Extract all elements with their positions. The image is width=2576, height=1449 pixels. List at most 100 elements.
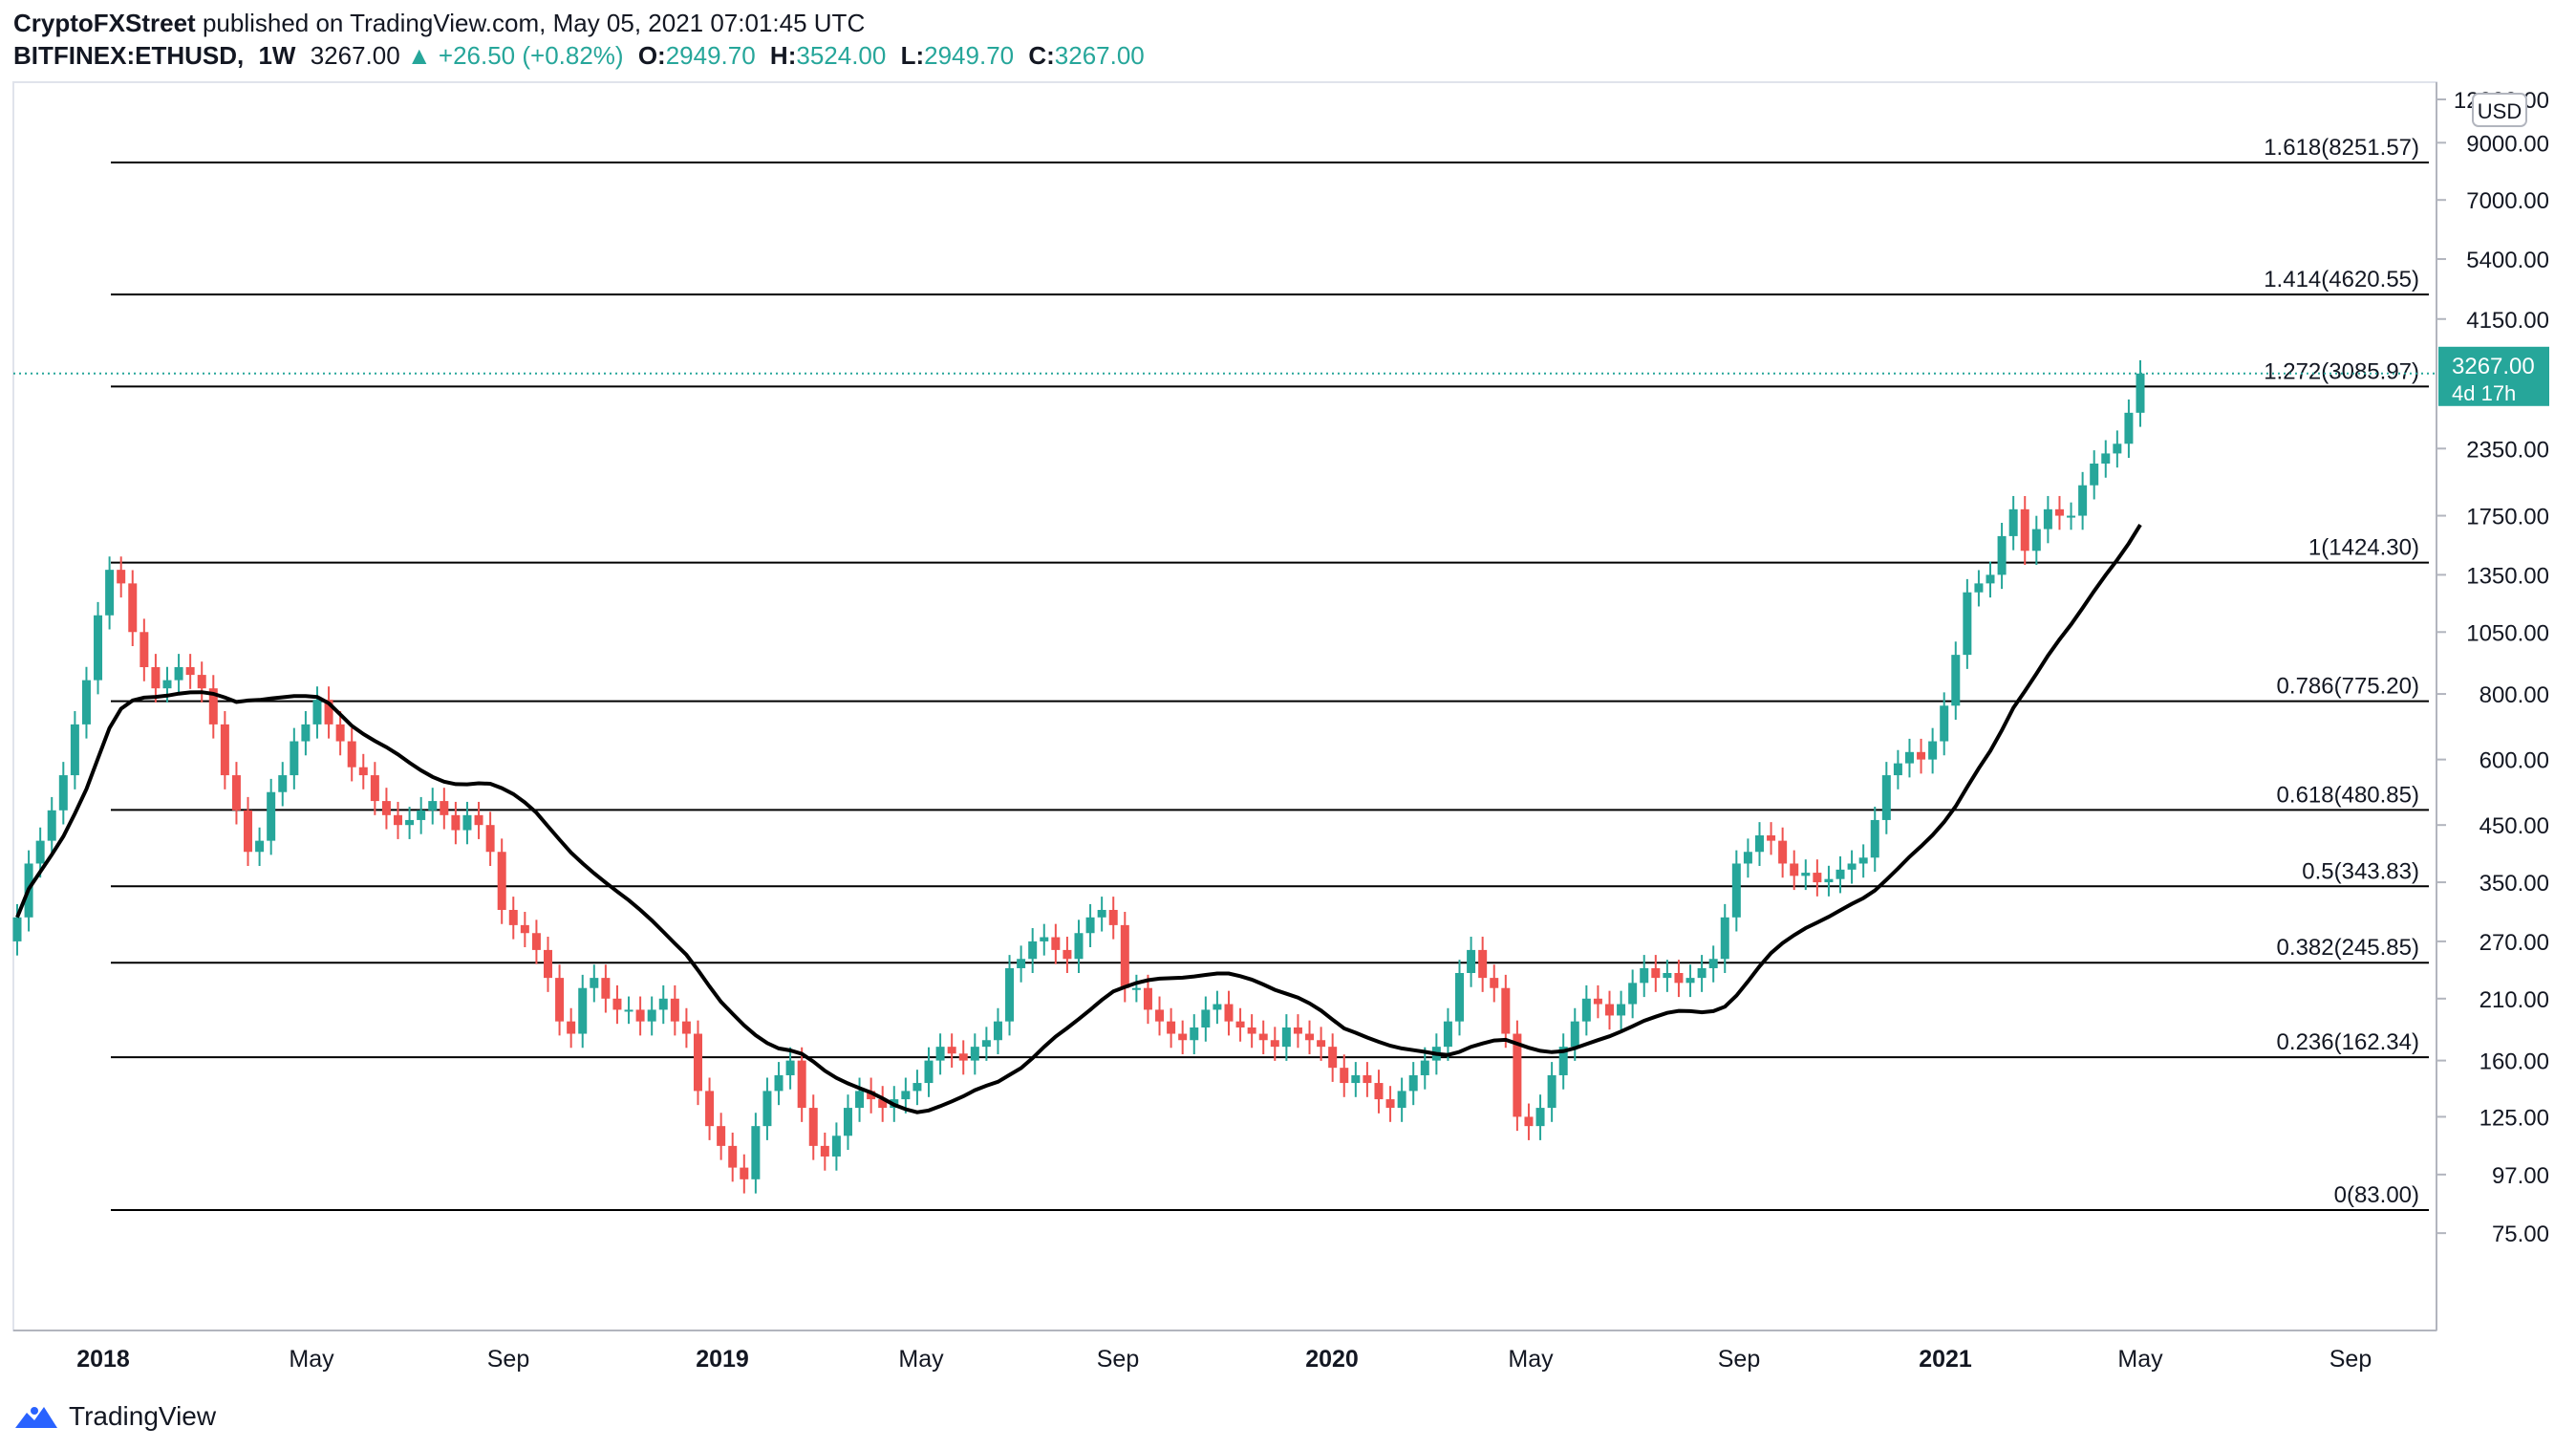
- candle-body: [544, 949, 552, 979]
- candle-body: [2031, 529, 2041, 551]
- candle-body: [1085, 917, 1095, 934]
- price-tick-label: 1350.00: [2466, 563, 2549, 589]
- candle-body: [1305, 1033, 1315, 1041]
- candle-body: [1363, 1074, 1372, 1084]
- publish-info: CryptoFXStreet published on TradingView.…: [13, 6, 865, 40]
- time-tick-label: Sep: [2329, 1346, 2372, 1373]
- candle-body: [681, 1021, 691, 1034]
- candle-body: [1570, 1021, 1579, 1048]
- candle-body: [497, 852, 506, 910]
- candle-body: [1074, 933, 1084, 960]
- tradingview-logo[interactable]: TradingView: [13, 1401, 216, 1432]
- candle-body: [635, 1009, 645, 1022]
- candle-body: [1247, 1027, 1256, 1034]
- candle-body: [1120, 924, 1129, 988]
- fib-label: 1.618(8251.57): [2264, 135, 2419, 161]
- last-price: 3267.00: [310, 41, 400, 70]
- publisher-name[interactable]: CryptoFXStreet: [13, 9, 196, 37]
- candle-body: [1351, 1074, 1361, 1084]
- candle-body: [1513, 1033, 1522, 1117]
- candle-body: [1928, 741, 1938, 760]
- candle-body: [843, 1108, 852, 1136]
- candle-body: [658, 998, 668, 1010]
- time-tick-label: Sep: [487, 1346, 529, 1373]
- candle-body: [417, 810, 426, 820]
- candle-body: [197, 675, 206, 689]
- candle-body: [1201, 1009, 1211, 1028]
- candle-body: [2101, 453, 2111, 465]
- candle-body: [1674, 972, 1684, 984]
- candle-body: [808, 1108, 818, 1146]
- candle-body: [740, 1167, 749, 1179]
- candle-body: [1258, 1033, 1268, 1041]
- symbol-legend: BITFINEX:ETHUSD, 1W 3267.00 ▲ +26.50 (+0…: [13, 38, 1145, 73]
- candle-body: [1881, 775, 1891, 820]
- open-label: O:: [637, 41, 666, 70]
- candle-body: [855, 1091, 865, 1109]
- price-label-box: [2438, 346, 2549, 406]
- candle-body: [405, 819, 415, 826]
- candle-body: [555, 978, 565, 1022]
- candle-body: [1743, 852, 1752, 864]
- candle-body: [278, 775, 288, 792]
- candle-body: [590, 978, 599, 988]
- candle-body: [1131, 987, 1141, 990]
- price-tick-label: 450.00: [2479, 813, 2549, 839]
- interval[interactable]: 1W: [258, 41, 296, 70]
- time-tick-label: 2019: [696, 1346, 749, 1373]
- high-value: 3524.00: [796, 41, 887, 70]
- candle-body: [820, 1145, 829, 1157]
- candle-body: [878, 1099, 888, 1109]
- price-tick-label: 9000.00: [2466, 131, 2549, 157]
- candle-body: [1847, 863, 1857, 870]
- candle-body: [1455, 972, 1465, 1022]
- candle-body: [958, 1053, 968, 1061]
- candle-body: [970, 1047, 979, 1061]
- fib-label: 0.786(775.20): [2277, 674, 2419, 700]
- candle-body: [1685, 978, 1695, 984]
- candle-body: [312, 700, 322, 724]
- candle-body: [105, 570, 115, 616]
- low-label: L:: [900, 41, 925, 70]
- candle-body: [1940, 705, 1949, 742]
- price-tick-label: 97.00: [2492, 1163, 2549, 1189]
- close-label: C:: [1028, 41, 1055, 70]
- candle-body: [1524, 1116, 1534, 1127]
- plot-frame: [12, 81, 2437, 1331]
- candle-body: [578, 987, 588, 1034]
- candle-body: [1790, 863, 1799, 876]
- candle-body: [1478, 949, 1488, 979]
- candle-body: [935, 1047, 945, 1061]
- candle-body: [1917, 751, 1926, 760]
- candle-body: [1213, 1004, 1222, 1010]
- fib-label: 0.236(162.34): [2277, 1029, 2419, 1055]
- candle-body: [12, 917, 22, 941]
- candle-body: [1640, 967, 1649, 984]
- candle-body: [1467, 949, 1476, 973]
- candle-body: [1385, 1099, 1395, 1109]
- candle-body: [751, 1126, 761, 1179]
- candle-body: [1767, 835, 1776, 841]
- candle-body: [1731, 863, 1741, 918]
- candle-body: [797, 1060, 806, 1109]
- candle-body: [440, 801, 449, 815]
- candle-body: [81, 680, 91, 724]
- candle-body: [117, 570, 126, 584]
- fib-label: 0.5(343.83): [2302, 858, 2419, 884]
- candle-body: [174, 667, 183, 681]
- tradingview-brand: TradingView: [69, 1401, 217, 1431]
- candle-body: [1270, 1040, 1279, 1048]
- candle-body: [1605, 1004, 1614, 1016]
- symbol-name[interactable]: BITFINEX:ETHUSD,: [13, 41, 245, 70]
- price-tick-label: 210.00: [2479, 987, 2549, 1013]
- candle-body: [993, 1021, 1002, 1041]
- candle-body: [1708, 959, 1718, 968]
- candle-body: [244, 810, 253, 853]
- time-tick-label: May: [289, 1346, 334, 1373]
- currency-badge: [2472, 93, 2527, 127]
- candle-body: [70, 724, 79, 776]
- price-tick-label: 75.00: [2492, 1222, 2549, 1247]
- candle-body: [2078, 485, 2088, 516]
- candle-body: [867, 1091, 876, 1100]
